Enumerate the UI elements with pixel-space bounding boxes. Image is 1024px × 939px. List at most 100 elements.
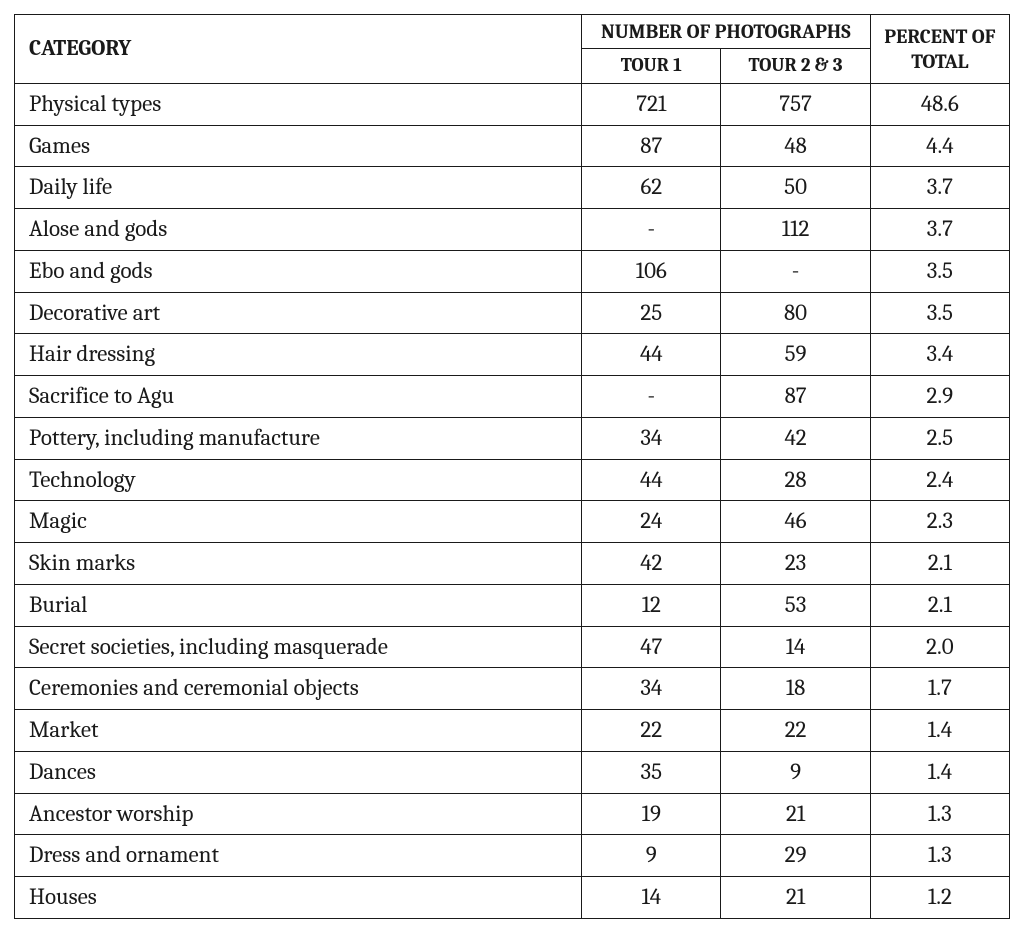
cell-tour-1: 24 <box>582 501 721 543</box>
cell-category: Magic <box>15 501 582 543</box>
header-tour-1: TOUR 1 <box>582 49 721 84</box>
cell-category: Alose and gods <box>15 209 582 251</box>
cell-percent: 3.7 <box>870 167 1009 209</box>
table-row: Houses14211.2 <box>15 877 1010 919</box>
cell-tour-2-3: 112 <box>721 209 870 251</box>
cell-tour-1: 25 <box>582 292 721 334</box>
cell-tour-1: 87 <box>582 125 721 167</box>
table-row: Dress and ornament9291.3 <box>15 835 1010 877</box>
table-row: Technology44282.4 <box>15 459 1010 501</box>
cell-tour-2-3: 87 <box>721 376 870 418</box>
cell-tour-1: 9 <box>582 835 721 877</box>
cell-category: Houses <box>15 877 582 919</box>
cell-percent: 2.0 <box>870 626 1009 668</box>
table-row: Sacrifice to Agu-872.9 <box>15 376 1010 418</box>
table-row: Alose and gods-1123.7 <box>15 209 1010 251</box>
cell-tour-2-3: 23 <box>721 543 870 585</box>
table-row: Burial12532.1 <box>15 584 1010 626</box>
cell-category: Market <box>15 710 582 752</box>
cell-tour-2-3: 48 <box>721 125 870 167</box>
cell-percent: 2.1 <box>870 543 1009 585</box>
photograph-categories-table: CATEGORY NUMBER OF PHOTOGRAPHS PERCENT O… <box>14 14 1010 919</box>
table-row: Ebo and gods106-3.5 <box>15 250 1010 292</box>
cell-tour-1: 34 <box>582 417 721 459</box>
cell-percent: 2.5 <box>870 417 1009 459</box>
cell-percent: 4.4 <box>870 125 1009 167</box>
cell-tour-2-3: 29 <box>721 835 870 877</box>
table-row: Physical types72175748.6 <box>15 83 1010 125</box>
cell-percent: 2.4 <box>870 459 1009 501</box>
cell-tour-1: 721 <box>582 83 721 125</box>
cell-percent: 1.3 <box>870 835 1009 877</box>
cell-tour-1: 12 <box>582 584 721 626</box>
cell-category: Ebo and gods <box>15 250 582 292</box>
cell-tour-2-3: 28 <box>721 459 870 501</box>
cell-percent: 2.3 <box>870 501 1009 543</box>
cell-tour-1: 44 <box>582 459 721 501</box>
header-category: CATEGORY <box>15 15 582 84</box>
cell-tour-1: 35 <box>582 751 721 793</box>
cell-category: Ancestor worship <box>15 793 582 835</box>
cell-tour-1: - <box>582 209 721 251</box>
table-row: Ceremonies and ceremonial objects34181.7 <box>15 668 1010 710</box>
table-container: CATEGORY NUMBER OF PHOTOGRAPHS PERCENT O… <box>0 0 1024 939</box>
cell-percent: 1.3 <box>870 793 1009 835</box>
table-row: Dances3591.4 <box>15 751 1010 793</box>
cell-tour-2-3: - <box>721 250 870 292</box>
cell-tour-1: 47 <box>582 626 721 668</box>
cell-tour-2-3: 21 <box>721 793 870 835</box>
cell-category: Physical types <box>15 83 582 125</box>
table-row: Skin marks42232.1 <box>15 543 1010 585</box>
cell-tour-2-3: 46 <box>721 501 870 543</box>
cell-category: Dances <box>15 751 582 793</box>
header-percent-of-total: PERCENT OF TOTAL <box>870 15 1009 84</box>
cell-category: Burial <box>15 584 582 626</box>
cell-tour-2-3: 59 <box>721 334 870 376</box>
cell-percent: 3.5 <box>870 292 1009 334</box>
table-body: Physical types72175748.6Games87484.4Dail… <box>15 83 1010 918</box>
cell-percent: 1.4 <box>870 751 1009 793</box>
table-row: Ancestor worship19211.3 <box>15 793 1010 835</box>
table-row: Market22221.4 <box>15 710 1010 752</box>
header-tour-2-3: TOUR 2 & 3 <box>721 49 870 84</box>
cell-category: Secret societies, including masquerade <box>15 626 582 668</box>
cell-percent: 2.9 <box>870 376 1009 418</box>
table-row: Games87484.4 <box>15 125 1010 167</box>
cell-percent: 1.7 <box>870 668 1009 710</box>
cell-tour-2-3: 53 <box>721 584 870 626</box>
cell-tour-1: 42 <box>582 543 721 585</box>
cell-percent: 1.2 <box>870 877 1009 919</box>
cell-tour-2-3: 80 <box>721 292 870 334</box>
cell-category: Sacrifice to Agu <box>15 376 582 418</box>
cell-tour-1: 34 <box>582 668 721 710</box>
cell-percent: 48.6 <box>870 83 1009 125</box>
cell-percent: 3.4 <box>870 334 1009 376</box>
cell-tour-1: 62 <box>582 167 721 209</box>
table-row: Magic24462.3 <box>15 501 1010 543</box>
cell-category: Pottery, including manufacture <box>15 417 582 459</box>
cell-tour-2-3: 42 <box>721 417 870 459</box>
cell-category: Skin marks <box>15 543 582 585</box>
table-header: CATEGORY NUMBER OF PHOTOGRAPHS PERCENT O… <box>15 15 1010 84</box>
cell-percent: 1.4 <box>870 710 1009 752</box>
cell-category: Daily life <box>15 167 582 209</box>
table-row: Decorative art25803.5 <box>15 292 1010 334</box>
cell-tour-1: 44 <box>582 334 721 376</box>
cell-category: Technology <box>15 459 582 501</box>
cell-tour-2-3: 9 <box>721 751 870 793</box>
cell-category: Hair dressing <box>15 334 582 376</box>
cell-category: Ceremonies and ceremonial objects <box>15 668 582 710</box>
cell-category: Decorative art <box>15 292 582 334</box>
table-row: Secret societies, including masquerade47… <box>15 626 1010 668</box>
cell-tour-1: 14 <box>582 877 721 919</box>
cell-tour-2-3: 22 <box>721 710 870 752</box>
cell-tour-1: 22 <box>582 710 721 752</box>
cell-tour-2-3: 757 <box>721 83 870 125</box>
cell-category: Games <box>15 125 582 167</box>
cell-tour-2-3: 21 <box>721 877 870 919</box>
table-row: Daily life62503.7 <box>15 167 1010 209</box>
cell-category: Dress and ornament <box>15 835 582 877</box>
cell-percent: 3.7 <box>870 209 1009 251</box>
cell-tour-1: 106 <box>582 250 721 292</box>
cell-tour-2-3: 18 <box>721 668 870 710</box>
